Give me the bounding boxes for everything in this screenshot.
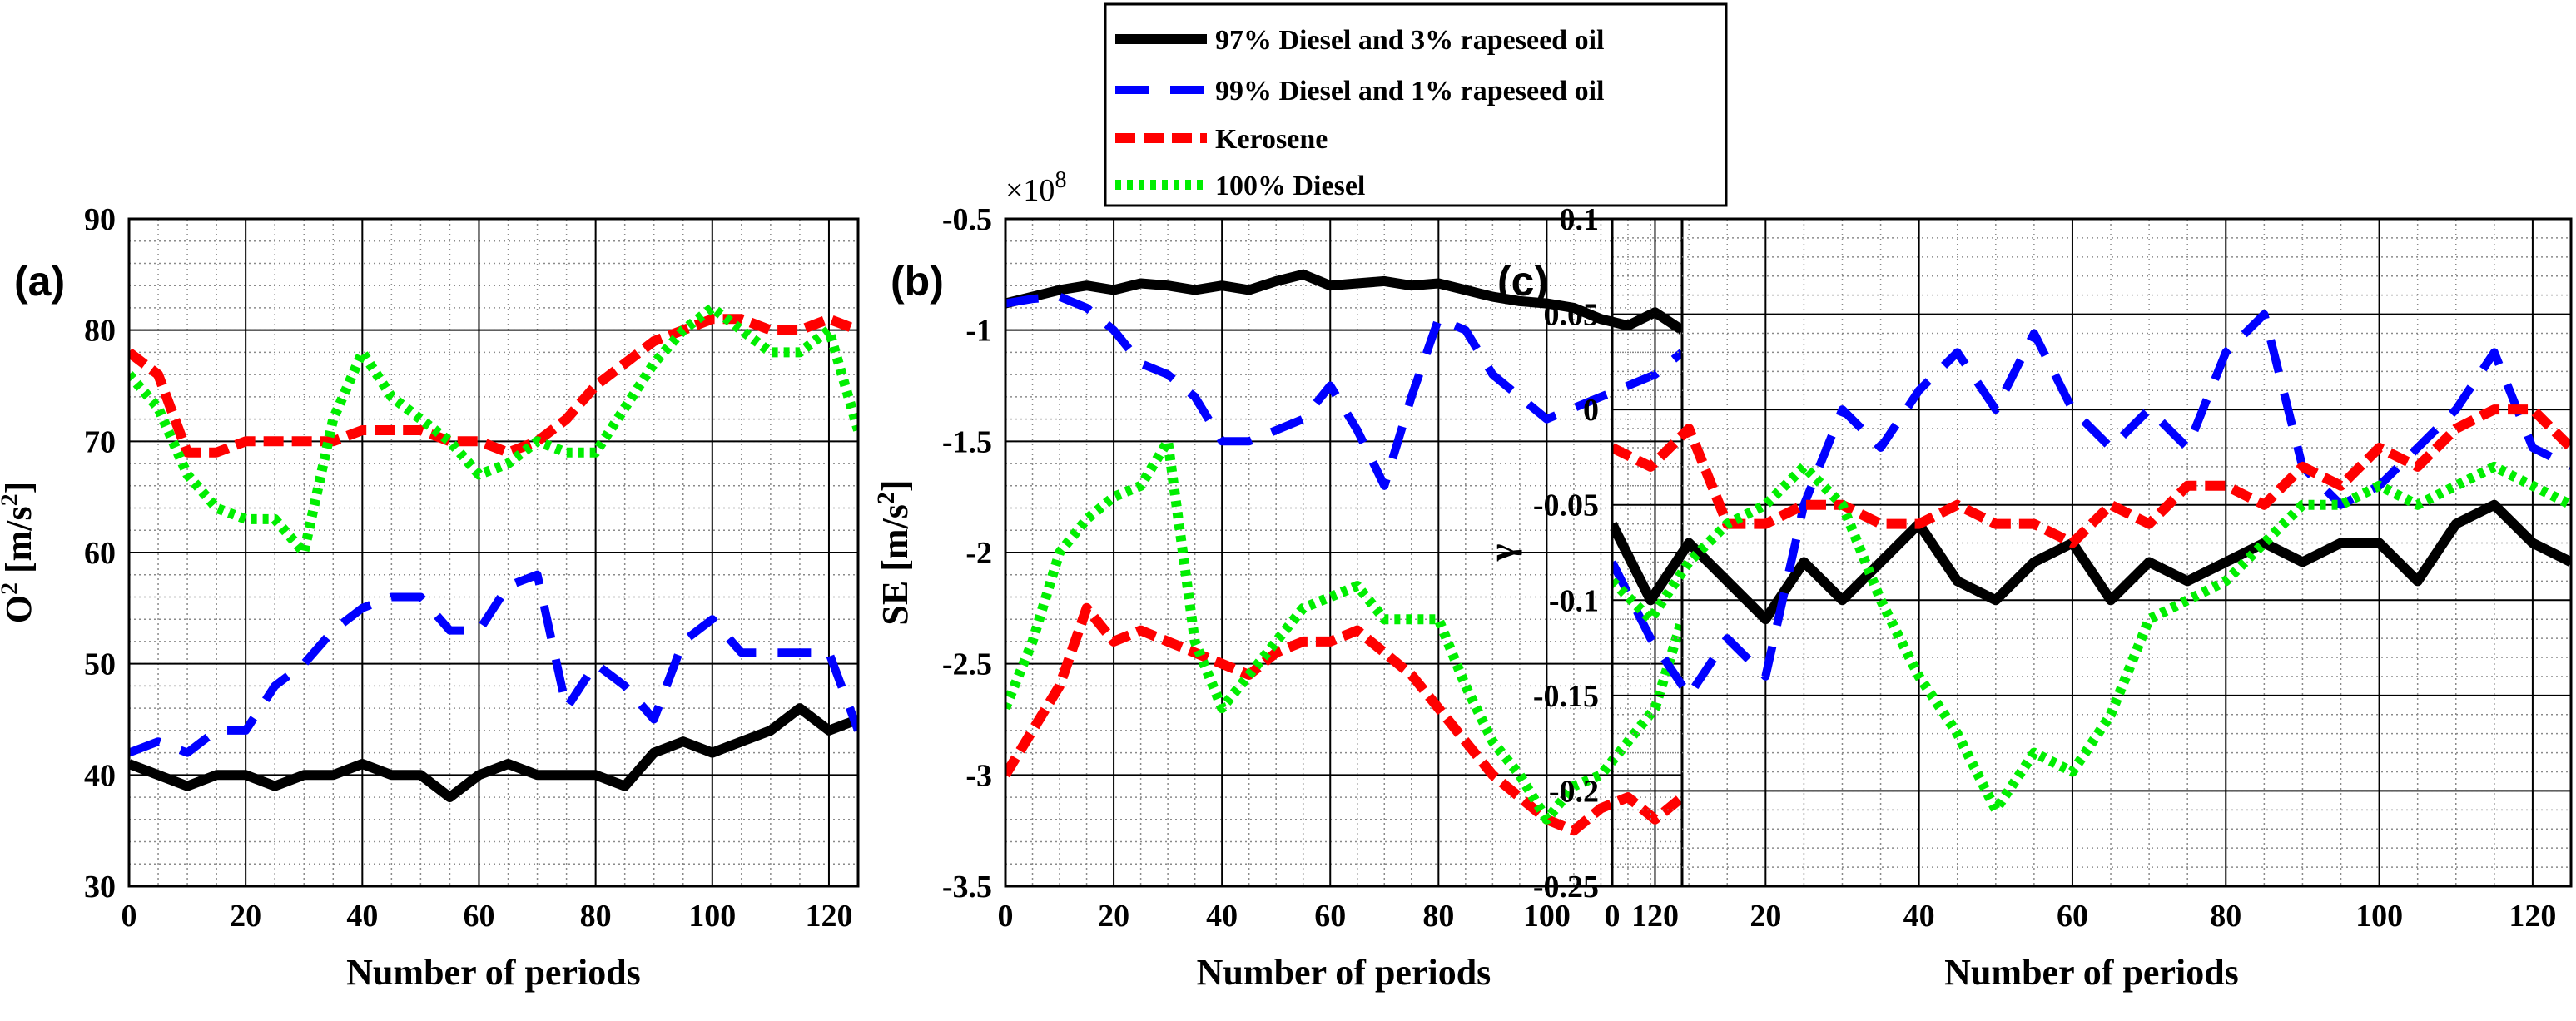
y-label-part: γ <box>1482 544 1522 563</box>
y-axis-label: SE [m/s2] <box>872 479 916 625</box>
x-tick-label: 20 <box>1750 899 1781 934</box>
y-tick-label: 0 <box>1583 393 1599 428</box>
series-group <box>129 302 858 803</box>
y-tick-label: -1.5 <box>942 424 992 459</box>
x-tick-label: 80 <box>580 899 612 934</box>
y-tick-label: 50 <box>84 647 116 682</box>
y-axis-label: O2 [m/s2] <box>0 482 39 624</box>
y-tick-label: -0.1 <box>1549 583 1599 618</box>
x-tick-label: 100 <box>2355 899 2403 934</box>
x-tick-label: 100 <box>1523 899 1571 934</box>
x-tick-label: 60 <box>463 899 494 934</box>
y-tick-label: -0.5 <box>942 202 992 237</box>
y-label-part: ] <box>0 482 39 494</box>
legend-box <box>1104 2 1728 207</box>
legend-label-3: 100% Diesel <box>1215 171 1365 201</box>
x-tick-label: 60 <box>1314 899 1346 934</box>
series-line-0 <box>1612 499 2571 625</box>
legend: 97% Diesel and 3% rapeseed oil 99% Diese… <box>1104 2 1728 207</box>
x-tick-label: 60 <box>2057 899 2088 934</box>
y-tick-label: -0.15 <box>1533 679 1599 714</box>
y-label-superscript: 2 <box>0 582 23 595</box>
x-tick-label: 120 <box>2509 899 2556 934</box>
series-line-1 <box>129 570 858 757</box>
series-line-2 <box>1612 404 2571 548</box>
series-line-3 <box>1612 461 2571 815</box>
plot-frame <box>1611 217 2573 888</box>
x-tick-label: 40 <box>1903 899 1935 934</box>
x-tick-label: 0 <box>998 899 1014 934</box>
series-line-1 <box>1005 292 1682 490</box>
y-axis-label: γ <box>1482 544 1522 563</box>
y-tick-label: 40 <box>84 758 116 793</box>
y-label-part: [m/s <box>875 504 916 581</box>
y-tick-label: 90 <box>84 202 116 237</box>
panel-1: 0 20 40 60 80 100 120-3.5-3-2.5-2-1.5-1-0.5Num… <box>872 167 1684 993</box>
multiplier-exponent: 8 <box>1055 167 1066 193</box>
legend-label-0: 97% Diesel and 3% rapeseed oil <box>1215 25 1604 56</box>
y-tick-label: -3.5 <box>942 870 992 905</box>
y-tick-label: 80 <box>84 314 116 349</box>
series-line-3 <box>1005 436 1682 825</box>
y-tick-label: -2 <box>965 536 992 571</box>
y-tick-label: 0.05 <box>1544 298 1600 333</box>
y-tick-label: -2.5 <box>942 647 992 682</box>
y-label-part: SE <box>875 581 916 626</box>
x-tick-label: 40 <box>346 899 378 934</box>
x-tick-label: 40 <box>1206 899 1238 934</box>
y-tick-label: 0.1 <box>1560 202 1600 237</box>
y-tick-label: -3 <box>965 758 992 793</box>
y-tick-label: -0.05 <box>1533 488 1599 523</box>
x-tick-label: 120 <box>1631 899 1679 934</box>
plot-frame <box>127 217 860 888</box>
axis-multiplier: ×108 <box>1005 167 1066 208</box>
series-group <box>1005 269 1682 836</box>
y-tick-label: 70 <box>84 424 116 459</box>
x-tick-label: 80 <box>2210 899 2241 934</box>
y-label-part: ] <box>875 479 916 492</box>
series-line-1 <box>1612 310 2571 700</box>
panel-label: (b) <box>891 258 944 305</box>
legend-label-1: 99% Diesel and 1% rapeseed oil <box>1215 76 1604 107</box>
panel-0: 0 20 40 60 80 100 120 30 40 50 60 70 80 90 Number of p… <box>0 202 860 993</box>
multiplier-base: ×10 <box>1005 173 1055 208</box>
series-line-3 <box>129 302 858 558</box>
x-tick-label: 20 <box>1098 899 1129 934</box>
series-line-2 <box>129 314 858 458</box>
y-tick-label: -0.2 <box>1549 774 1599 809</box>
panel-label: (a) <box>14 258 65 305</box>
x-tick-label: 120 <box>805 899 852 934</box>
y-tick-label: -0.25 <box>1533 870 1599 905</box>
series-group <box>1612 310 2571 815</box>
x-tick-label: 0 <box>1605 899 1621 934</box>
x-tick-label: 80 <box>1422 899 1454 934</box>
x-axis-label: Number of periods <box>346 952 641 993</box>
y-label-superscript: 2 <box>872 492 900 504</box>
y-tick-label: 30 <box>84 870 116 905</box>
x-tick-label: 20 <box>230 899 261 934</box>
series-line-0 <box>1005 269 1682 335</box>
x-tick-label: 0 <box>122 899 137 934</box>
y-tick-label: -1 <box>965 314 992 349</box>
panel-label: (c) <box>1497 258 1548 305</box>
series-line-0 <box>129 703 858 803</box>
y-label-superscript: 2 <box>0 493 23 506</box>
x-tick-label: 100 <box>688 899 736 934</box>
legend-label-2: Kerosene <box>1215 124 1328 155</box>
panel-2: 0 20 40 60 80 100 120 -0.25 -0.2 -0.15 -0.1 -0.05 0 0… <box>1482 202 2573 993</box>
series-line-2 <box>1005 602 1682 836</box>
x-axis-label: Number of periods <box>1197 952 1491 993</box>
x-axis-label: Number of periods <box>1944 952 2239 993</box>
y-label-part: O <box>0 595 39 623</box>
y-label-part: [m/s <box>0 506 39 582</box>
y-tick-label: 60 <box>84 536 116 571</box>
